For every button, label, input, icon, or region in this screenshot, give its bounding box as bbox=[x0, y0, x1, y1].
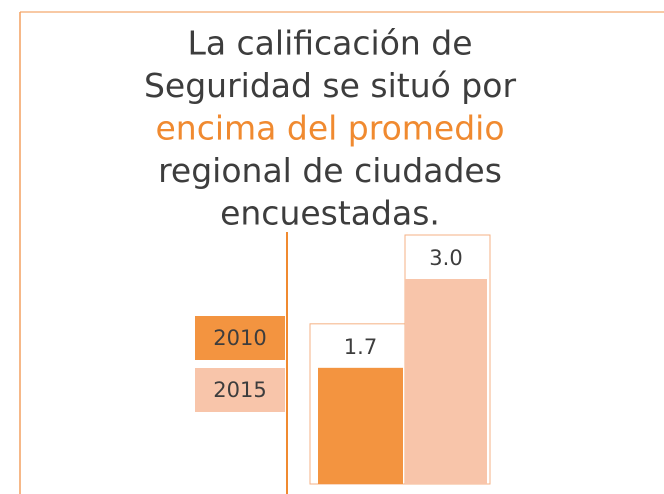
legend-swatch bbox=[195, 316, 285, 360]
title-line: Seguridad se situó por bbox=[144, 66, 516, 105]
legend-swatch bbox=[195, 368, 285, 412]
legend-label: 2010 bbox=[213, 326, 266, 350]
legend-label: 2015 bbox=[213, 378, 266, 402]
title-line: regional de ciudades bbox=[158, 151, 502, 190]
title-line: La calificación de bbox=[187, 24, 472, 63]
title-line: encima del promedio bbox=[155, 109, 504, 148]
title-line: encuestadas. bbox=[220, 194, 440, 233]
value-label: 3.0 bbox=[429, 246, 462, 270]
bar bbox=[318, 367, 403, 484]
value-label: 1.7 bbox=[344, 335, 377, 359]
bar bbox=[405, 279, 487, 484]
